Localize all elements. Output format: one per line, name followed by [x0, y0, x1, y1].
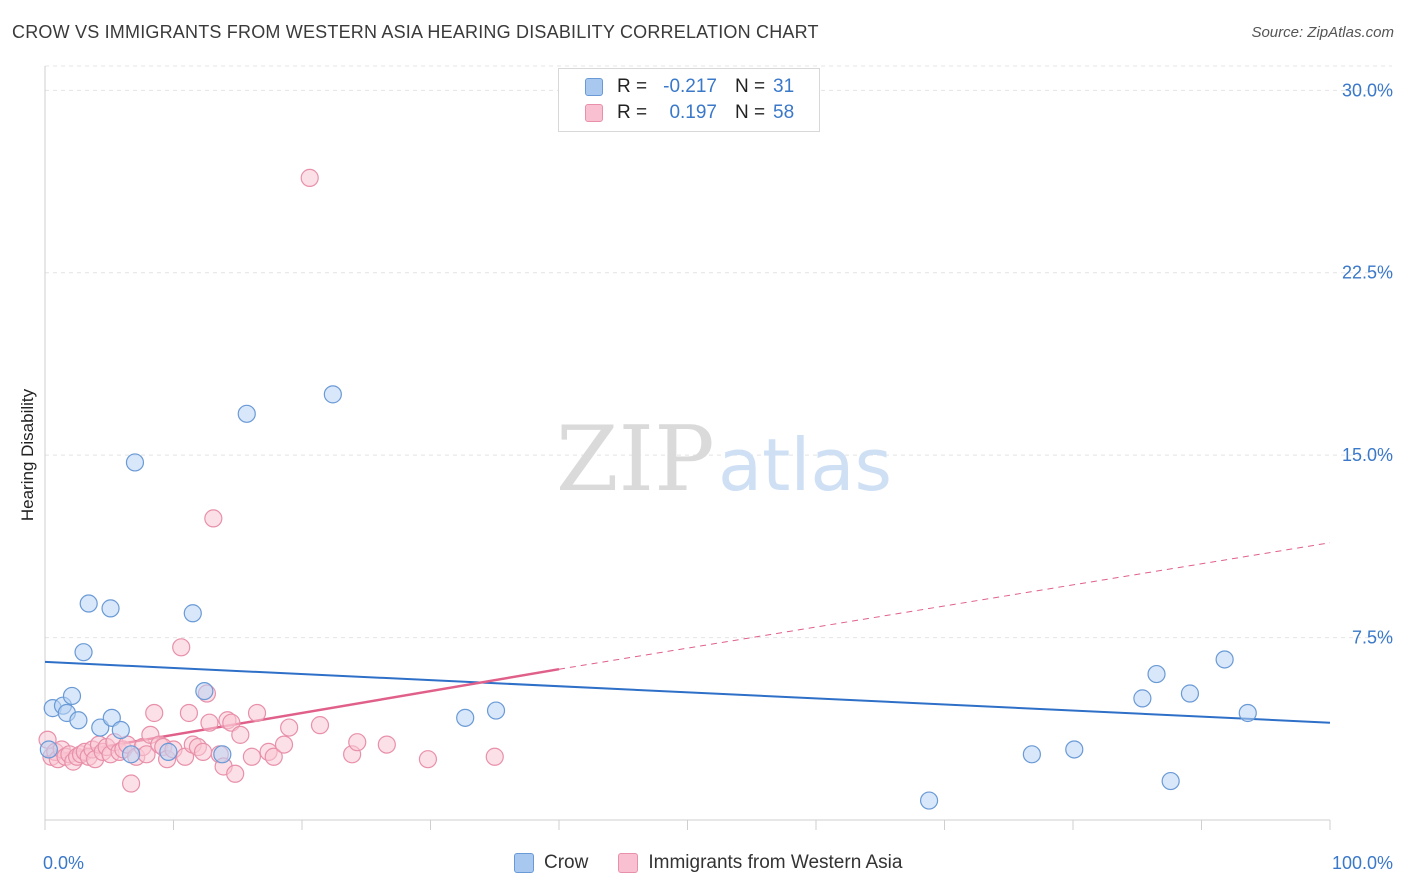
point-immigrants [300, 168, 319, 187]
point-crow [1022, 745, 1041, 764]
legend-swatch-crow [514, 853, 534, 873]
point-immigrants [200, 713, 219, 732]
point-crow [195, 681, 214, 701]
legend-n-label: N = [735, 102, 766, 123]
point-crow [159, 742, 178, 761]
point-immigrants [226, 764, 245, 783]
point-immigrants [145, 703, 164, 723]
legend-label-immigrants: Immigrants from Western Asia [648, 852, 903, 873]
watermark-zip: ZIP [556, 407, 715, 512]
point-crow [1180, 684, 1200, 703]
y-tick-label: 7.5% [1352, 628, 1393, 648]
point-immigrants [377, 735, 396, 754]
legend-row-immigrants: R = 0.197 N = 58 [585, 101, 794, 125]
data-points [38, 168, 1257, 810]
point-immigrants [418, 750, 438, 769]
point-immigrants [222, 713, 241, 732]
point-crow [101, 599, 120, 618]
trend-line-immigrants-extrapolated [558, 542, 1331, 670]
point-crow [1215, 650, 1234, 669]
legend-row-crow: R = -0.217 N = 31 [585, 75, 794, 99]
legend-swatch-immigrants [618, 853, 639, 873]
legend-r-value: -0.217 [663, 76, 717, 97]
axis-labels: 7.5% 15.0% 22.5% 30.0% 0.0% 100.0% Hearing Dis… [18, 80, 1393, 873]
point-crow [39, 740, 58, 759]
point-immigrants [231, 725, 250, 744]
y-axis-label: Hearing Disability [18, 388, 37, 521]
y-tick-label: 22.5% [1342, 263, 1393, 283]
grid-lines [45, 65, 1392, 639]
y-tick-label: 15.0% [1342, 445, 1393, 465]
point-crow [62, 686, 82, 706]
point-immigrants [264, 747, 283, 766]
legend-label-crow: Crow [544, 852, 589, 873]
point-immigrants [204, 509, 223, 528]
point-crow [121, 745, 141, 764]
legend-n-value: 31 [773, 76, 795, 97]
point-crow [1238, 703, 1257, 723]
point-immigrants [179, 703, 199, 723]
point-immigrants [242, 747, 261, 766]
point-crow [486, 701, 506, 720]
axes [44, 66, 1331, 830]
point-immigrants [247, 703, 267, 723]
legend-item-immigrants: Immigrants from Western Asia [618, 852, 902, 874]
legend-n-label: N = [735, 76, 766, 97]
point-crow [91, 718, 110, 737]
point-immigrants [121, 774, 141, 793]
series-legend: Crow Immigrants from Western Asia [514, 852, 932, 874]
point-immigrants [485, 747, 504, 766]
watermark-atlas: atlas [718, 423, 892, 507]
legend-r-label: R = [617, 76, 648, 97]
point-immigrants [193, 742, 213, 761]
point-crow [79, 594, 98, 613]
watermark: ZIP atlas [556, 407, 892, 512]
point-crow [125, 453, 145, 472]
point-crow [323, 385, 342, 404]
point-crow [1133, 689, 1152, 708]
point-crow [456, 708, 475, 727]
point-crow [1161, 771, 1180, 791]
source-label: Source: ZipAtlas.com [1251, 24, 1394, 41]
legend-swatch-immigrants [585, 104, 603, 122]
point-immigrants [280, 718, 299, 737]
x-tick-label-min: 0.0% [43, 853, 84, 873]
point-crow [69, 711, 88, 730]
point-crow [1147, 664, 1166, 684]
point-crow [111, 720, 130, 740]
legend-r-label: R = [617, 102, 648, 123]
legend-n-value: 58 [773, 102, 795, 123]
trend-line-crow [44, 660, 1331, 724]
legend-swatch-crow [585, 78, 603, 96]
point-crow [1065, 740, 1084, 759]
point-immigrants [348, 733, 367, 752]
y-tick-label: 30.0% [1342, 80, 1393, 100]
point-crow [213, 745, 232, 764]
chart-title: CROW VS IMMIGRANTS FROM WESTERN ASIA HEA… [12, 22, 819, 42]
point-crow [919, 791, 939, 810]
point-crow [74, 643, 93, 662]
point-immigrants [274, 735, 294, 754]
point-crow [183, 604, 202, 623]
point-immigrants [172, 638, 191, 657]
x-tick-label-max: 100.0% [1332, 853, 1393, 873]
stats-legend: R = -0.217 N = 31 R = 0.197 N = 58 [558, 68, 820, 132]
legend-r-value: 0.197 [669, 102, 717, 123]
legend-item-crow: Crow [514, 852, 588, 874]
point-immigrants [310, 716, 330, 735]
point-crow [237, 404, 256, 423]
point-crow [102, 708, 121, 727]
